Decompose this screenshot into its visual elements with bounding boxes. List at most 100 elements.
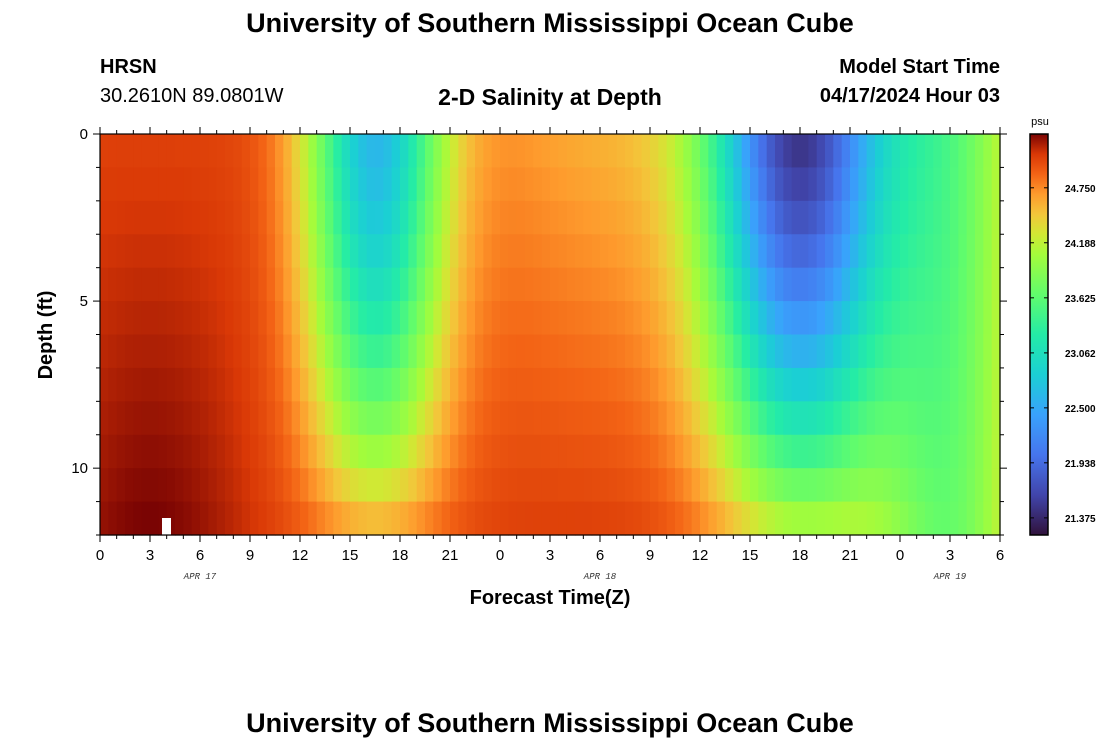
heatmap-cell	[333, 367, 343, 402]
heatmap-cell	[491, 501, 501, 536]
heatmap-cell	[700, 401, 709, 436]
heatmap-cell	[966, 401, 976, 436]
heatmap-cell	[116, 301, 126, 336]
heatmap-cell	[458, 200, 468, 235]
heatmap-cell	[850, 468, 859, 503]
heatmap-cell	[491, 234, 501, 269]
heatmap-cell	[141, 367, 151, 402]
heatmap-cell	[700, 501, 709, 536]
heatmap-cell	[758, 367, 768, 402]
heatmap-cell	[891, 301, 901, 336]
heatmap-cell	[941, 501, 951, 536]
heatmap-cell	[425, 267, 434, 302]
heatmap-cell	[658, 234, 668, 269]
heatmap-cell	[641, 367, 651, 402]
heatmap-cell	[558, 501, 568, 536]
heatmap-cell	[100, 301, 109, 336]
heatmap-cell	[858, 234, 868, 269]
heatmap-cell	[250, 134, 259, 169]
colorbar-gradient	[1029, 133, 1049, 536]
heatmap-cell	[341, 334, 351, 369]
heatmap-cell	[616, 267, 626, 302]
heatmap-cell	[433, 200, 443, 235]
heatmap-cell	[566, 501, 576, 536]
heatmap-cell	[391, 167, 401, 202]
heatmap-cell	[241, 468, 251, 503]
heatmap-cell	[941, 468, 951, 503]
heatmap-cell	[808, 134, 818, 169]
heatmap-cell	[850, 334, 859, 369]
heatmap-cell	[683, 468, 693, 503]
heatmap-cell	[791, 434, 801, 469]
heatmap-cell	[791, 301, 801, 336]
heatmap-cell	[941, 401, 951, 436]
heatmap-cell	[708, 200, 718, 235]
heatmap-cell	[416, 334, 426, 369]
heatmap-cell	[375, 401, 384, 436]
heatmap-cell	[833, 267, 843, 302]
heatmap-cell	[166, 200, 176, 235]
heatmap-cell	[791, 334, 801, 369]
heatmap-cell	[275, 200, 284, 235]
heatmap-cell	[625, 267, 634, 302]
heatmap-cell	[533, 234, 543, 269]
heatmap-cell	[450, 234, 459, 269]
heatmap-cell	[441, 200, 451, 235]
heatmap-cell	[150, 334, 159, 369]
heatmap-cell	[183, 134, 193, 169]
heatmap-cell	[575, 434, 584, 469]
heatmap-cell	[100, 167, 109, 202]
heatmap-cell	[625, 501, 634, 536]
heatmap-cell	[783, 234, 793, 269]
heatmap-cell	[450, 134, 459, 169]
heatmap-cell	[575, 167, 584, 202]
heatmap-cell	[350, 234, 359, 269]
heatmap-cell	[825, 468, 834, 503]
heatmap-cell	[233, 134, 243, 169]
heatmap-cell	[425, 234, 434, 269]
heatmap-cell	[241, 367, 251, 402]
heatmap-cell	[641, 301, 651, 336]
heatmap-cell	[158, 334, 168, 369]
heatmap-cell	[958, 401, 968, 436]
heatmap-cell	[858, 301, 868, 336]
heatmap-cell	[816, 134, 826, 169]
heatmap-cell	[408, 501, 418, 536]
heatmap-cell	[675, 334, 684, 369]
heatmap-cell	[166, 468, 176, 503]
heatmap-cell	[891, 401, 901, 436]
heatmap-cell	[558, 234, 568, 269]
heatmap-cell	[841, 501, 851, 536]
heatmap-cell	[350, 334, 359, 369]
heatmap-cell	[183, 234, 193, 269]
heatmap-cell	[591, 267, 601, 302]
heatmap-cell	[508, 267, 518, 302]
heatmap-cell	[166, 367, 176, 402]
heatmap-cell	[108, 267, 118, 302]
heatmap-cell	[725, 167, 734, 202]
heatmap-cell	[258, 434, 268, 469]
heatmap-cell	[841, 468, 851, 503]
heatmap-cell	[100, 134, 109, 169]
heatmap-cell	[116, 167, 126, 202]
heatmap-cell	[208, 401, 218, 436]
heatmap-cell	[616, 301, 626, 336]
heatmap-cell	[250, 501, 259, 536]
heatmap-cell	[733, 134, 743, 169]
heatmap-cell	[525, 301, 534, 336]
heatmap-cell	[783, 134, 793, 169]
heatmap-cell	[533, 367, 543, 402]
heatmap-cell	[758, 301, 768, 336]
heatmap-cell	[358, 200, 368, 235]
heatmap-cell	[633, 367, 643, 402]
heatmap-cell	[741, 401, 751, 436]
heatmap-cell	[558, 401, 568, 436]
date-labels: APR 17 APR 18 APR 19	[183, 572, 967, 582]
heatmap-cell	[533, 468, 543, 503]
heatmap-cell	[716, 434, 726, 469]
heatmap-cell	[741, 267, 751, 302]
heatmap-cell	[825, 200, 834, 235]
heatmap-cell	[558, 200, 568, 235]
heatmap-cell	[100, 501, 109, 536]
heatmap-cell	[133, 334, 143, 369]
